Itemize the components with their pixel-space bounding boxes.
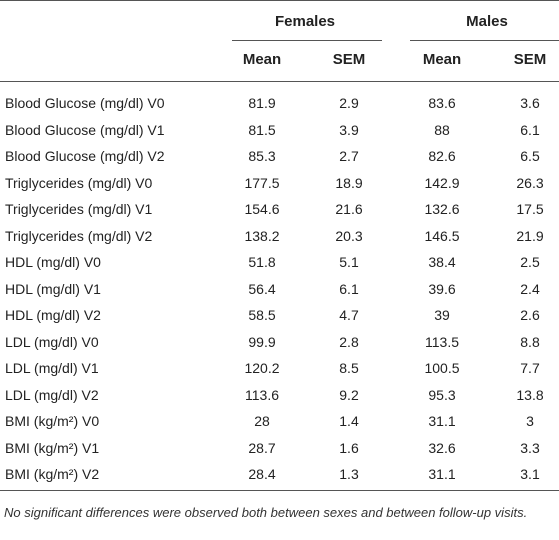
cell: 6.1	[520, 121, 540, 138]
cell: 99.9	[248, 333, 276, 350]
row-label: Blood Glucose (mg/dl) V1	[5, 121, 165, 138]
footnote: No significant differences were observed…	[4, 505, 528, 520]
group-rule	[232, 40, 382, 41]
row-label: HDL (mg/dl) V0	[5, 254, 101, 270]
group-header: Females	[274, 13, 336, 30]
cell: 142.9	[424, 174, 460, 191]
cell: 39.6	[428, 280, 456, 297]
cell: 2.8	[339, 333, 359, 350]
cell: 2.9	[339, 95, 359, 111]
cell: 13.8	[516, 386, 544, 403]
cell: 56.4	[248, 280, 276, 297]
cell: 20.3	[335, 227, 363, 244]
cell: 8.8	[520, 333, 540, 350]
cell: 9.2	[339, 386, 359, 403]
cell: 154.6	[244, 201, 280, 217]
cell: 4.7	[339, 307, 359, 323]
cell: 81.5	[248, 121, 276, 138]
row-label: LDL (mg/dl) V0	[5, 333, 99, 350]
cell: 32.6	[428, 439, 456, 456]
cell: 17.5	[516, 201, 544, 217]
cell: 2.7	[339, 148, 359, 164]
top-rule	[0, 0, 559, 1]
cell: 1.3	[339, 466, 359, 482]
row-label: BMI (kg/m²) V2	[5, 466, 100, 482]
cell: 146.5	[424, 227, 460, 244]
cell: 39	[434, 307, 450, 323]
cell: 132.6	[424, 201, 460, 217]
cell: 3.9	[339, 121, 359, 138]
cell: 18.9	[335, 174, 363, 191]
cell: 58.5	[248, 307, 276, 323]
cell: 1.6	[339, 439, 359, 456]
row-label: HDL (mg/dl) V1	[5, 280, 101, 297]
cell: 3.1	[520, 466, 540, 482]
cell: 2.5	[520, 254, 540, 270]
cell: 95.3	[428, 386, 456, 403]
cell: 21.9	[516, 227, 544, 244]
cell: 8.5	[339, 360, 359, 376]
cell: 28.7	[248, 439, 276, 456]
cell: 7.7	[520, 360, 540, 376]
column-header: SEM	[513, 51, 547, 68]
cell: 38.4	[428, 254, 456, 270]
header-rule	[0, 81, 559, 82]
row-label: Triglycerides (mg/dl) V1	[5, 201, 153, 217]
cell: 3.6	[520, 95, 540, 111]
cell: 100.5	[424, 360, 460, 376]
row-label: Triglycerides (mg/dl) V2	[5, 227, 153, 244]
cell: 113.5	[425, 333, 459, 350]
group-header: Males	[466, 13, 508, 30]
column-header: Mean	[242, 51, 282, 68]
cell: 28	[254, 413, 270, 429]
cell: 21.6	[335, 201, 363, 217]
row-label: HDL (mg/dl) V2	[5, 307, 101, 323]
cell: 31.1	[428, 466, 456, 482]
cell: 88	[434, 121, 450, 138]
cell: 1.4	[339, 413, 359, 429]
cell: 177.5	[244, 174, 280, 191]
row-label: Blood Glucose (mg/dl) V0	[5, 95, 165, 111]
cell: 31.1	[428, 413, 456, 429]
row-label: LDL (mg/dl) V2	[5, 386, 99, 403]
row-label: BMI (kg/m²) V1	[5, 439, 100, 456]
cell: 81.9	[248, 95, 276, 111]
row-label: BMI (kg/m²) V0	[5, 413, 100, 429]
cell: 2.4	[520, 280, 540, 297]
cell: 26.3	[516, 174, 544, 191]
cell: 138.2	[244, 227, 280, 244]
column-header: SEM	[332, 51, 366, 68]
bottom-rule	[0, 490, 559, 491]
cell: 6.1	[339, 280, 359, 297]
cell: 85.3	[248, 148, 276, 164]
cell: 3	[526, 413, 534, 429]
row-label: LDL (mg/dl) V1	[5, 360, 99, 376]
group-rule	[410, 40, 559, 41]
cell: 3.3	[520, 439, 540, 456]
column-header: Mean	[422, 51, 462, 68]
cell: 2.6	[520, 307, 540, 323]
cell: 51.8	[248, 254, 276, 270]
cell: 5.1	[339, 254, 359, 270]
cell: 28.4	[248, 466, 276, 482]
cell: 83.6	[428, 95, 456, 111]
cell: 6.5	[520, 148, 540, 164]
cell: 113.6	[245, 386, 279, 403]
row-label: Blood Glucose (mg/dl) V2	[5, 148, 165, 164]
row-label: Triglycerides (mg/dl) V0	[5, 174, 153, 191]
cell: 120.2	[244, 360, 280, 376]
cell: 82.6	[428, 148, 456, 164]
